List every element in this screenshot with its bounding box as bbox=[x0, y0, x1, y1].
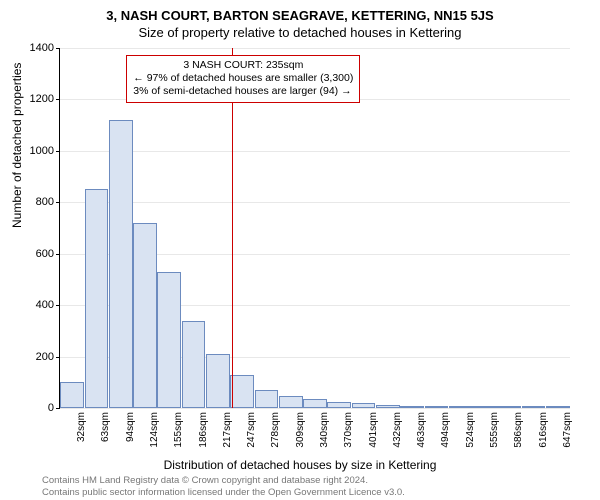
histogram-bar bbox=[133, 223, 157, 408]
histogram-bar bbox=[157, 272, 181, 408]
histogram-bar bbox=[206, 354, 230, 408]
xtick-label: 217sqm bbox=[222, 412, 233, 448]
xtick-label: 63sqm bbox=[100, 412, 111, 442]
histogram-bar bbox=[230, 375, 254, 408]
xtick-label: 155sqm bbox=[173, 412, 184, 448]
ytick-mark bbox=[56, 254, 60, 255]
page-subtitle: Size of property relative to detached ho… bbox=[0, 23, 600, 40]
histogram-bar bbox=[255, 390, 279, 408]
histogram-bar bbox=[473, 406, 497, 408]
xtick-label: 401sqm bbox=[368, 412, 379, 448]
plot: 020040060080010001200140032sqm63sqm94sqm… bbox=[60, 48, 570, 408]
histogram-bar bbox=[400, 406, 424, 408]
ytick-label: 1200 bbox=[30, 93, 54, 105]
histogram-bar bbox=[182, 321, 206, 408]
xtick-label: 432sqm bbox=[392, 412, 403, 448]
xtick-label: 494sqm bbox=[440, 412, 451, 448]
y-axis-line bbox=[59, 48, 60, 408]
xtick-label: 555sqm bbox=[489, 412, 500, 448]
xtick-label: 124sqm bbox=[149, 412, 160, 448]
histogram-bar bbox=[327, 402, 351, 408]
histogram-bar bbox=[546, 406, 570, 408]
xtick-label: 647sqm bbox=[562, 412, 573, 448]
page-title: 3, NASH COURT, BARTON SEAGRAVE, KETTERIN… bbox=[0, 0, 600, 23]
xtick-label: 32sqm bbox=[76, 412, 87, 442]
chart-container: 3, NASH COURT, BARTON SEAGRAVE, KETTERIN… bbox=[0, 0, 600, 500]
xtick-label: 94sqm bbox=[125, 412, 136, 442]
footer-line-2: Contains public sector information licen… bbox=[42, 487, 405, 498]
annotation-line-2: ← 97% of detached houses are smaller (3,… bbox=[133, 72, 353, 85]
ytick-mark bbox=[56, 408, 60, 409]
ytick-label: 400 bbox=[36, 299, 54, 311]
ytick-mark bbox=[56, 99, 60, 100]
xtick-label: 524sqm bbox=[465, 412, 476, 448]
xtick-label: 586sqm bbox=[513, 412, 524, 448]
annotation-line-1: 3 NASH COURT: 235sqm bbox=[133, 59, 353, 72]
histogram-bar bbox=[376, 405, 400, 408]
ytick-mark bbox=[56, 357, 60, 358]
histogram-bar bbox=[303, 399, 327, 408]
histogram-bar bbox=[497, 406, 521, 408]
histogram-bar bbox=[522, 406, 546, 408]
ytick-label: 1000 bbox=[30, 145, 54, 157]
footer-line-1: Contains HM Land Registry data © Crown c… bbox=[42, 475, 405, 486]
xtick-label: 370sqm bbox=[343, 412, 354, 448]
ytick-label: 800 bbox=[36, 196, 54, 208]
gridline bbox=[60, 151, 570, 152]
histogram-bar bbox=[425, 406, 449, 408]
histogram-bar bbox=[279, 396, 303, 408]
annotation-line-3: 3% of semi-detached houses are larger (9… bbox=[133, 85, 353, 98]
xtick-label: 247sqm bbox=[246, 412, 257, 448]
ytick-label: 0 bbox=[48, 402, 54, 414]
xtick-label: 463sqm bbox=[416, 412, 427, 448]
ytick-label: 1400 bbox=[30, 42, 54, 54]
gridline bbox=[60, 408, 570, 409]
ytick-label: 600 bbox=[36, 248, 54, 260]
ytick-mark bbox=[56, 305, 60, 306]
xtick-label: 186sqm bbox=[198, 412, 209, 448]
ytick-mark bbox=[56, 202, 60, 203]
histogram-bar bbox=[352, 403, 376, 408]
gridline bbox=[60, 202, 570, 203]
xtick-label: 340sqm bbox=[319, 412, 330, 448]
xtick-label: 278sqm bbox=[270, 412, 281, 448]
histogram-bar bbox=[449, 406, 473, 408]
xtick-label: 616sqm bbox=[538, 412, 549, 448]
y-axis-label: Number of detached properties bbox=[10, 63, 24, 228]
footer: Contains HM Land Registry data © Crown c… bbox=[42, 475, 405, 498]
x-axis-label: Distribution of detached houses by size … bbox=[0, 458, 600, 472]
histogram-bar bbox=[85, 189, 109, 408]
ytick-mark bbox=[56, 48, 60, 49]
histogram-bar bbox=[109, 120, 133, 408]
annotation-box: 3 NASH COURT: 235sqm← 97% of detached ho… bbox=[126, 55, 360, 102]
ytick-mark bbox=[56, 151, 60, 152]
histogram-bar bbox=[60, 382, 84, 408]
gridline bbox=[60, 48, 570, 49]
xtick-label: 309sqm bbox=[295, 412, 306, 448]
plot-area: 020040060080010001200140032sqm63sqm94sqm… bbox=[60, 48, 570, 408]
ytick-label: 200 bbox=[36, 351, 54, 363]
